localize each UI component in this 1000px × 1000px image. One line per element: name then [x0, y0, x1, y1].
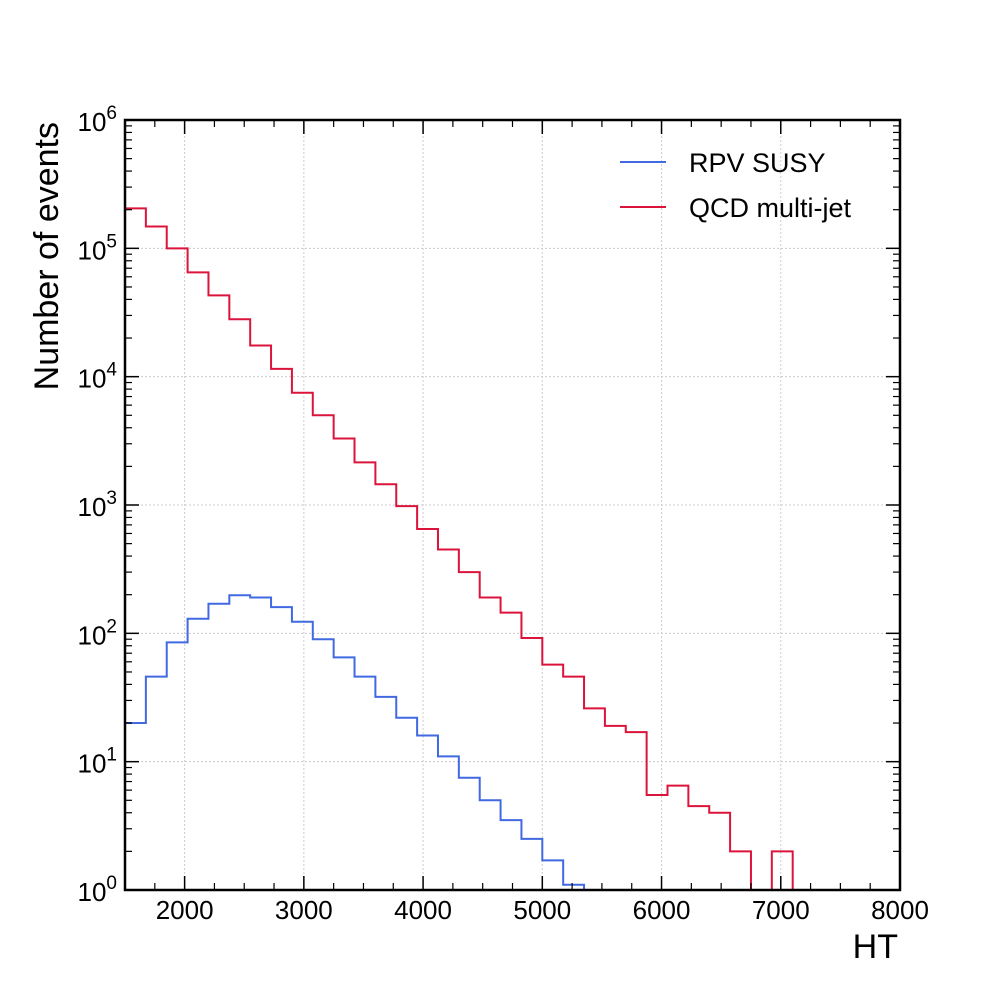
y-tick-label: 101 — [78, 745, 118, 779]
legend: RPV SUSY QCD multi-jet — [620, 148, 852, 223]
y-tick-label: 102 — [78, 616, 118, 650]
y-tick-label: 100 — [78, 873, 118, 907]
series-line-qcd-multi-jet — [125, 207, 794, 890]
x-tick-label: 7000 — [752, 895, 810, 925]
x-tick-label: 4000 — [394, 895, 452, 925]
legend-label: RPV SUSY — [689, 148, 826, 178]
tick-labels: 2000 3000 4000 5000 6000 7000 8000 100 101 102 103… — [78, 103, 929, 925]
x-tick-label: 8000 — [871, 895, 929, 925]
x-axis-title: HT — [853, 928, 898, 966]
x-tick-label: 2000 — [156, 895, 214, 925]
ticks — [124, 119, 901, 891]
y-axis-title: Number of events — [28, 122, 66, 390]
series-line-rpv-susy — [125, 594, 586, 890]
y-tick-label: 104 — [78, 360, 118, 394]
y-tick-label: 103 — [78, 488, 118, 522]
legend-label: QCD multi-jet — [689, 193, 852, 223]
x-tick-label: 5000 — [513, 895, 571, 925]
x-tick-label: 6000 — [633, 895, 691, 925]
y-tick-label: 105 — [78, 231, 118, 265]
grid — [125, 120, 900, 890]
series-group — [125, 207, 794, 890]
x-tick-label: 3000 — [275, 895, 333, 925]
y-tick-label: 106 — [78, 103, 118, 137]
